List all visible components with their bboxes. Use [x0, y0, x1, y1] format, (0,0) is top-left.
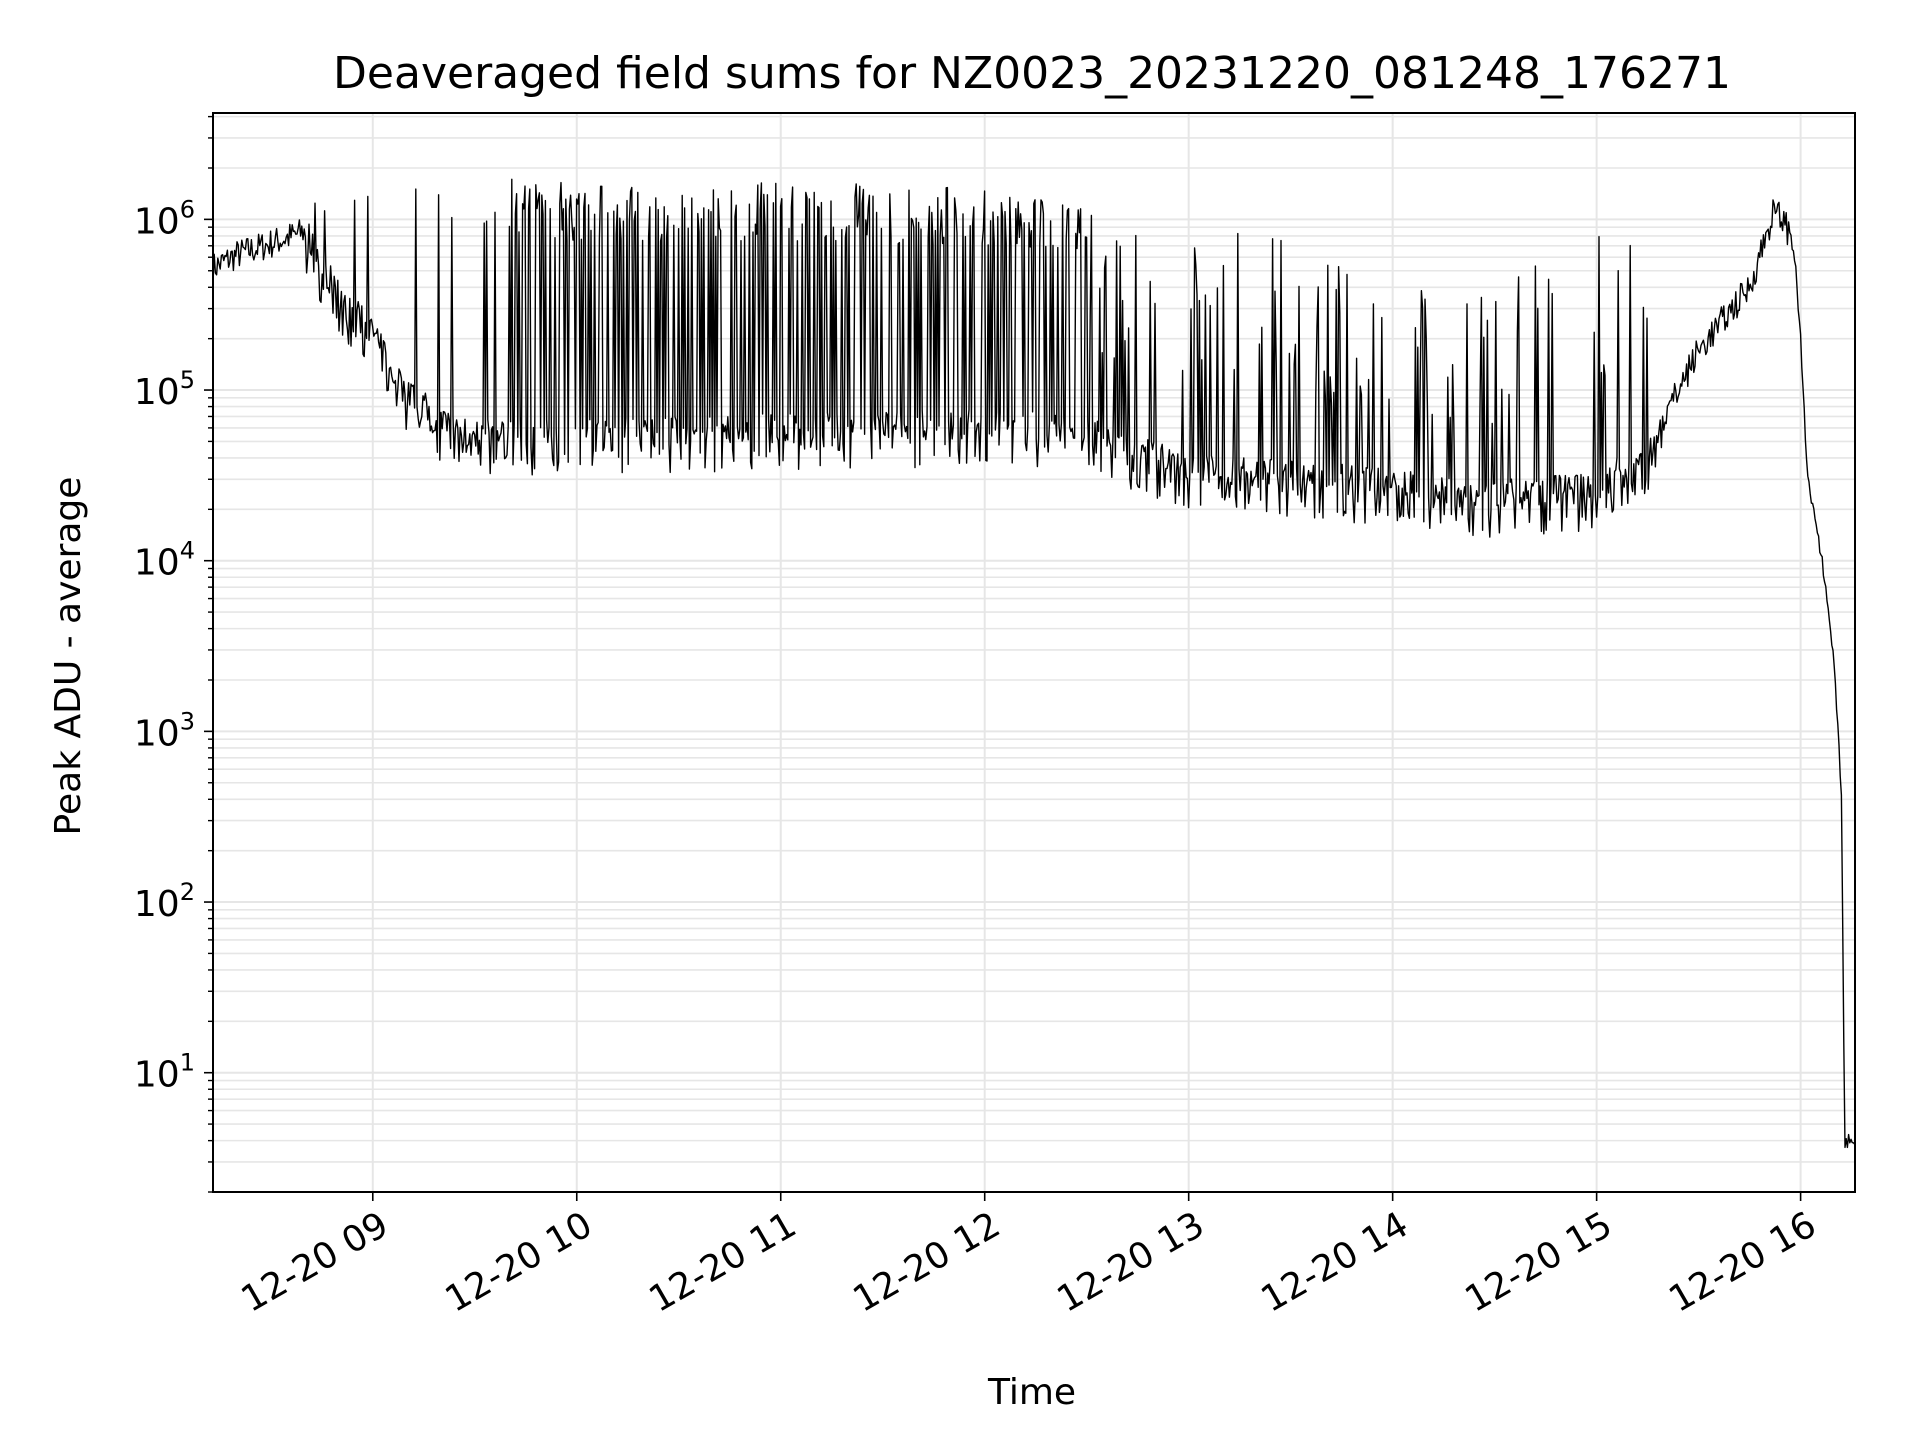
x-axis-label: Time [987, 1372, 1076, 1413]
y-tick-label: 102 [134, 878, 195, 925]
x-tick-label: 12-20 11 [643, 1204, 804, 1320]
y-axis: 101 102 103 104 105 106 [134, 115, 213, 1193]
x-tick-label: 12-20 10 [439, 1204, 600, 1320]
y-tick-label: 106 [134, 195, 195, 242]
y-tick-label: 105 [134, 366, 195, 413]
x-tick-label: 12-20 15 [1458, 1204, 1619, 1320]
x-axis: 12-20 09 12-20 10 12-20 11 12-20 12 12-20 13… [235, 1192, 1823, 1321]
plot-frame [212, 112, 1856, 1193]
y-tick-label: 103 [134, 707, 195, 754]
x-tick-label: 12-20 16 [1662, 1204, 1823, 1320]
chart-title: Deaveraged field sums for NZ0023_2023122… [333, 48, 1731, 99]
y-tick-label: 104 [134, 537, 195, 584]
y-tick-label: 101 [134, 1049, 195, 1096]
y-axis-label: Peak ADU - average [48, 477, 89, 836]
x-tick-label: 12-20 13 [1051, 1204, 1212, 1320]
plot-area [212, 178, 1856, 1149]
x-tick-label: 12-20 14 [1254, 1204, 1415, 1320]
x-tick-label: 12-20 09 [235, 1204, 396, 1320]
series-line [212, 178, 1856, 1149]
x-tick-label: 12-20 12 [847, 1204, 1008, 1320]
